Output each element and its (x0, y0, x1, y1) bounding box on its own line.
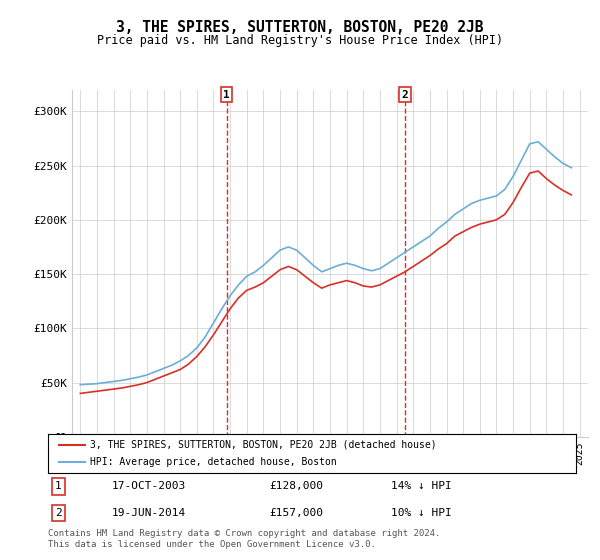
Text: £128,000: £128,000 (270, 482, 324, 492)
Text: 3, THE SPIRES, SUTTERTON, BOSTON, PE20 2JB: 3, THE SPIRES, SUTTERTON, BOSTON, PE20 2… (116, 20, 484, 35)
Text: 10% ↓ HPI: 10% ↓ HPI (391, 508, 452, 518)
Text: Contains HM Land Registry data © Crown copyright and database right 2024.
This d: Contains HM Land Registry data © Crown c… (48, 529, 440, 549)
Text: Price paid vs. HM Land Registry's House Price Index (HPI): Price paid vs. HM Land Registry's House … (97, 34, 503, 46)
Text: 2: 2 (401, 90, 408, 100)
Text: 14% ↓ HPI: 14% ↓ HPI (391, 482, 452, 492)
Text: HPI: Average price, detached house, Boston: HPI: Average price, detached house, Bost… (90, 457, 337, 467)
Text: £157,000: £157,000 (270, 508, 324, 518)
Text: 1: 1 (223, 90, 230, 100)
Text: 19-JUN-2014: 19-JUN-2014 (112, 508, 185, 518)
Text: 1: 1 (55, 482, 62, 492)
Text: 2: 2 (55, 508, 62, 518)
Text: 3, THE SPIRES, SUTTERTON, BOSTON, PE20 2JB (detached house): 3, THE SPIRES, SUTTERTON, BOSTON, PE20 2… (90, 440, 437, 450)
Text: 17-OCT-2003: 17-OCT-2003 (112, 482, 185, 492)
